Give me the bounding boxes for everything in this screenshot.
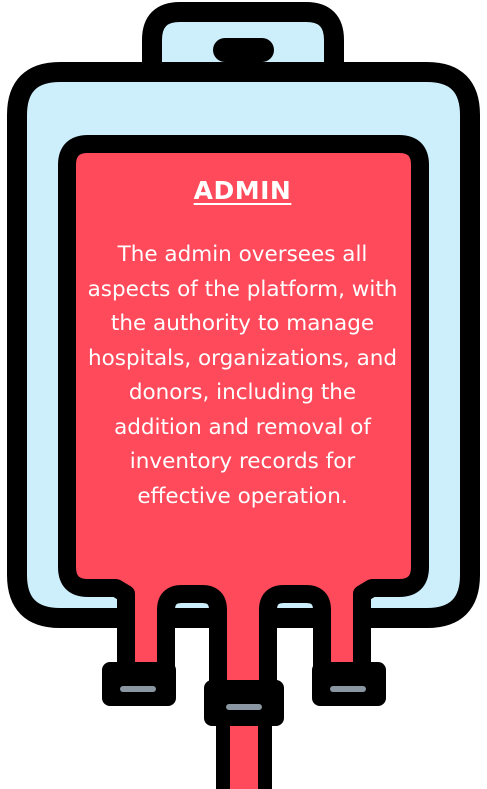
left-cap-slot: [120, 686, 156, 692]
outlet-tube-blood: [230, 726, 258, 789]
card-title: ADMIN: [193, 176, 292, 205]
center-tube-cap: [204, 680, 284, 726]
right-cap-slot: [330, 686, 366, 692]
center-cap-slot: [226, 704, 262, 710]
handle-slot: [213, 38, 274, 62]
left-tube-cap: [102, 662, 176, 706]
admin-info-panel: ADMIN The admin oversees all aspects of …: [80, 168, 405, 568]
right-tube-cap: [312, 662, 386, 706]
card-description: The admin oversees all aspects of the pl…: [87, 242, 398, 509]
